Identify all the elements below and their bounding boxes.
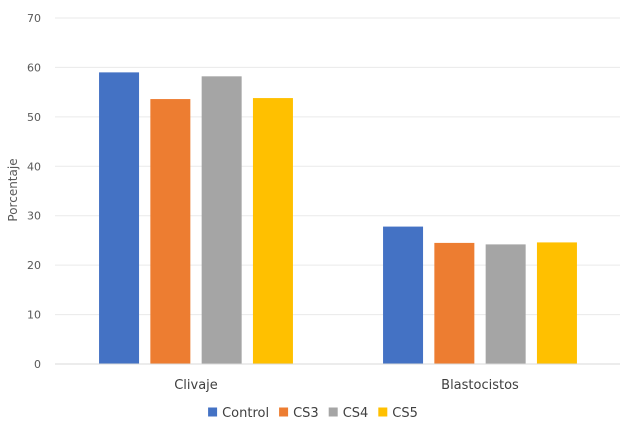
bar-cs4-clivaje	[201, 76, 242, 364]
y-tick-label: 40	[27, 160, 41, 173]
y-tick-label: 60	[27, 61, 41, 74]
bar-cs4-blastocistos	[485, 244, 526, 364]
legend-label: CS4	[343, 406, 369, 421]
bars	[99, 72, 577, 365]
x-category-label: Blastocistos	[441, 378, 519, 393]
legend-label: CS5	[392, 406, 418, 421]
y-tick-label: 0	[34, 358, 41, 371]
legend-swatch-cs4	[328, 407, 338, 417]
bar-control-clivaje	[99, 72, 140, 364]
legend-swatch-cs3	[279, 407, 289, 417]
bar-cs5-blastocistos	[536, 242, 577, 364]
y-tick-label: 30	[27, 210, 41, 223]
legend-swatch-cs5	[378, 407, 388, 417]
y-axis-ticks: 0 10 20 30 40 50 60 70	[27, 12, 41, 371]
x-category-label: Clivaje	[174, 378, 218, 393]
x-axis-categories: Clivaje Blastocistos	[174, 378, 519, 393]
bar-cs3-clivaje	[150, 99, 191, 364]
gridlines	[55, 17, 620, 316]
bar-cs5-clivaje	[252, 98, 293, 365]
y-tick-label: 10	[27, 309, 41, 322]
y-tick-label: 70	[27, 12, 41, 25]
legend: Control CS3 CS4 CS5	[208, 406, 418, 421]
bar-cs3-blastocistos	[434, 242, 475, 364]
y-tick-label: 50	[27, 111, 41, 124]
legend-label: CS3	[293, 406, 319, 421]
y-axis-label: Porcentaje	[6, 158, 20, 221]
bar-control-blastocistos	[383, 226, 424, 364]
legend-swatch-control	[208, 407, 218, 417]
legend-label: Control	[222, 406, 269, 421]
y-tick-label: 20	[27, 259, 41, 272]
